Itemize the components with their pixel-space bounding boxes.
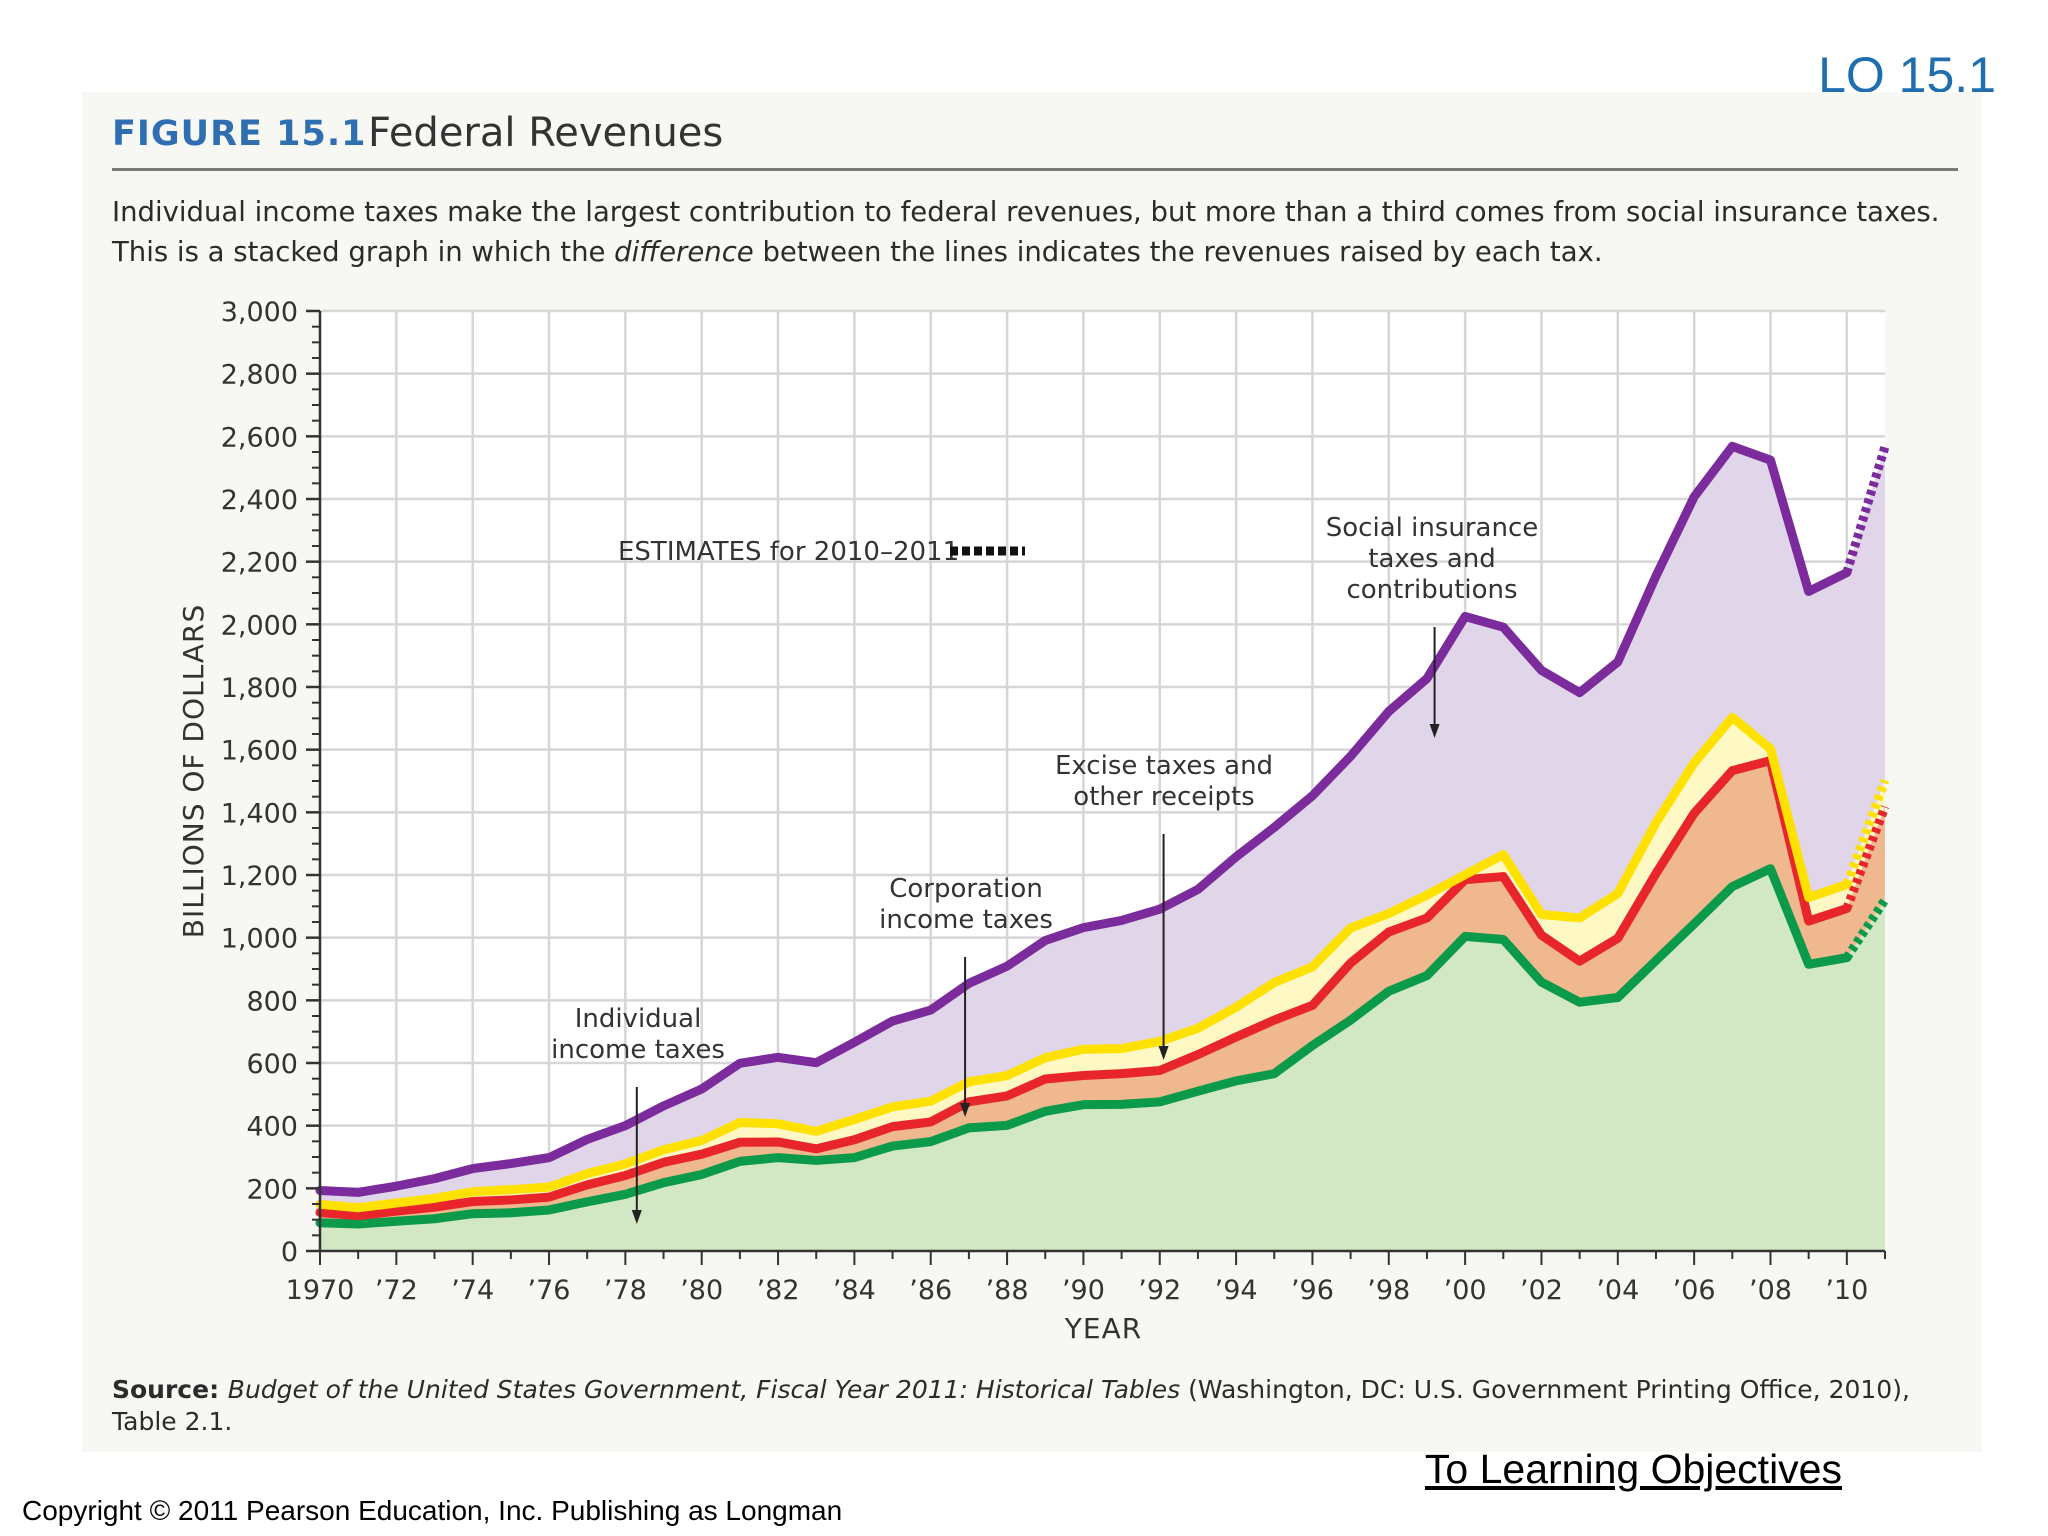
x-tick-label: ’76 bbox=[528, 1275, 571, 1306]
figure-title: Federal Revenues bbox=[368, 110, 724, 156]
y-tick-label: 0 bbox=[281, 1237, 298, 1268]
x-tick-label: ’04 bbox=[1596, 1275, 1639, 1306]
x-tick-label: ’06 bbox=[1673, 1275, 1716, 1306]
source-details: (Washington, DC: U.S. Government Printin… bbox=[112, 1375, 1910, 1436]
source-title: Budget of the United States Government, … bbox=[227, 1375, 1181, 1404]
y-tick-label: 2,200 bbox=[221, 548, 298, 579]
individual-income-annotation-arrowhead bbox=[631, 1210, 642, 1224]
corporation-income-estimate-line bbox=[1842, 805, 1890, 911]
y-tick-label: 3,000 bbox=[221, 297, 298, 328]
individual-income-estimate-line bbox=[1843, 897, 1889, 961]
y-tick-label: 1,200 bbox=[221, 861, 298, 892]
source-label: Source: bbox=[112, 1375, 228, 1404]
y-tick-label: 1,800 bbox=[221, 673, 298, 704]
x-tick-label: ’84 bbox=[833, 1275, 876, 1306]
x-tick-label: ’10 bbox=[1825, 1275, 1868, 1306]
excise-taxes-estimate-line bbox=[1842, 778, 1890, 886]
y-tick-label: 2,000 bbox=[221, 610, 298, 641]
social-insurance-line bbox=[315, 441, 1852, 1197]
social-insurance-annotation-arrowhead bbox=[1429, 724, 1440, 738]
social-insurance-annotation-text: taxes and bbox=[1368, 544, 1495, 574]
individual-income-area bbox=[320, 868, 1885, 1251]
x-tick-label: ’82 bbox=[757, 1275, 800, 1306]
x-tick-label: ’86 bbox=[909, 1275, 952, 1306]
x-tick-label: ’90 bbox=[1062, 1275, 1105, 1306]
y-tick-label: 2,600 bbox=[221, 422, 298, 453]
x-tick-label: ’80 bbox=[680, 1275, 723, 1306]
estimates-legend-label: ESTIMATES for 2010–2011 bbox=[618, 537, 959, 567]
individual-income-annotation-text: income taxes bbox=[551, 1035, 725, 1065]
y-tick-label: 400 bbox=[246, 1112, 298, 1143]
y-tick-label: 1,600 bbox=[221, 736, 298, 767]
to-learning-objectives-link[interactable]: To Learning Objectives bbox=[1424, 1446, 1842, 1492]
copyright-notice: Copyright © 2011 Pearson Education, Inc.… bbox=[22, 1495, 843, 1526]
x-tick-label: ’88 bbox=[986, 1275, 1029, 1306]
x-tick-label: ’96 bbox=[1291, 1275, 1334, 1306]
x-tick-label: ’72 bbox=[375, 1275, 418, 1306]
x-tick-label: ’02 bbox=[1520, 1275, 1563, 1306]
individual-income-line bbox=[315, 864, 1852, 1229]
x-tick-label: ’00 bbox=[1444, 1275, 1487, 1306]
y-tick-label: 200 bbox=[246, 1174, 298, 1205]
y-tick-label: 1,000 bbox=[221, 924, 298, 955]
y-tick-label: 2,400 bbox=[221, 485, 298, 516]
y-tick-label: 1,400 bbox=[221, 798, 298, 829]
y-axis-title: BILLIONS OF DOLLARS bbox=[177, 604, 210, 938]
figure-source: Source: Budget of the United States Gove… bbox=[112, 1374, 1962, 1438]
corporation-income-annotation-arrowhead bbox=[960, 1103, 971, 1117]
y-tick-label: 800 bbox=[246, 986, 298, 1017]
excise-taxes-annotation-arrowhead bbox=[1158, 1046, 1169, 1060]
excise-taxes-annotation-text: Excise taxes and bbox=[1055, 751, 1273, 781]
y-tick-label: 600 bbox=[246, 1049, 298, 1080]
corporation-income-annotation-text: Corporation bbox=[889, 874, 1043, 904]
figure-caption: Individual income taxes make the largest… bbox=[112, 192, 1962, 272]
figure-number: FIGURE 15.1 bbox=[112, 114, 367, 154]
corporation-income-annotation-text: income taxes bbox=[879, 905, 1053, 935]
social-insurance-annotation-text: Social insurance bbox=[1326, 513, 1538, 543]
x-axis-title: YEAR bbox=[1064, 1312, 1142, 1345]
x-tick-label: ’08 bbox=[1749, 1275, 1792, 1306]
x-tick-label: 1970 bbox=[286, 1275, 355, 1306]
excise-taxes-annotation-text: other receipts bbox=[1073, 782, 1254, 812]
social-insurance-annotation-text: contributions bbox=[1346, 575, 1517, 605]
x-tick-label: ’94 bbox=[1215, 1275, 1258, 1306]
social-insurance-estimate-line bbox=[1842, 445, 1890, 574]
x-tick-label: ’78 bbox=[604, 1275, 647, 1306]
individual-income-annotation-text: Individual bbox=[575, 1004, 702, 1034]
y-tick-label: 2,800 bbox=[221, 360, 298, 391]
corporation-income-line bbox=[315, 756, 1852, 1221]
figure-header: FIGURE 15.1 Federal Revenues bbox=[112, 108, 1958, 171]
caption-text-2: between the lines indicates the revenues… bbox=[753, 236, 1603, 268]
x-tick-label: ’98 bbox=[1367, 1275, 1410, 1306]
x-tick-label: ’92 bbox=[1138, 1275, 1181, 1306]
excise-taxes-line bbox=[315, 712, 1852, 1213]
caption-emphasis: difference bbox=[614, 236, 754, 268]
caption-text-1: Individual income taxes make the largest… bbox=[112, 196, 1940, 268]
x-tick-label: ’74 bbox=[451, 1275, 494, 1306]
